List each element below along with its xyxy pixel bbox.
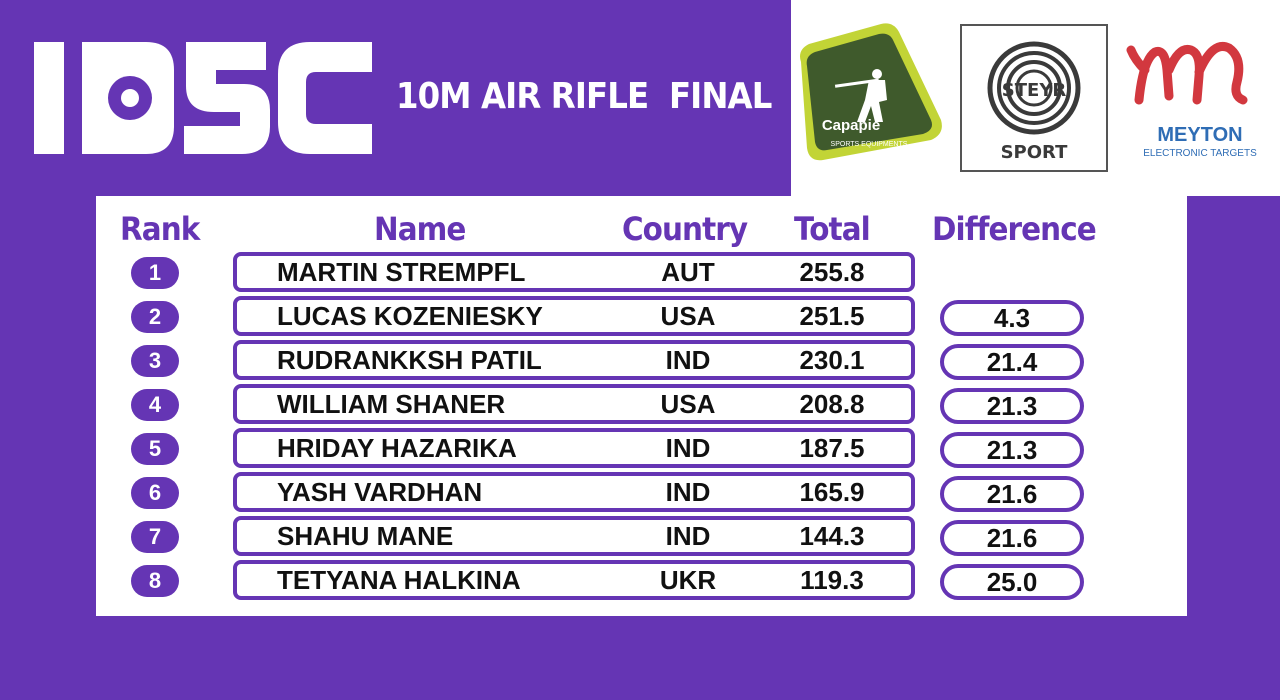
athlete-total: 208.8 xyxy=(799,389,865,419)
athlete-total: 230.1 xyxy=(799,345,865,375)
column-header-name: Name xyxy=(374,210,466,248)
athlete-name: MARTIN STREMPFL xyxy=(277,257,526,287)
iosc-logo xyxy=(34,42,372,154)
rank-badge: 1 xyxy=(131,257,179,289)
athlete-name: RUDRANKKSH PATIL xyxy=(277,345,542,375)
athlete-country: USA xyxy=(660,301,716,331)
athlete-total: 119.3 xyxy=(800,565,864,595)
athlete-total: 165.9 xyxy=(799,477,865,507)
column-header-total: Total xyxy=(794,210,871,248)
meyton-tagline: ELECTRONIC TARGETS xyxy=(1143,148,1257,159)
difference-badge: 21.4 xyxy=(940,344,1084,380)
capapie-name: Capapie xyxy=(822,117,880,134)
table-row: LUCAS KOZENIESKY USA 251.5 xyxy=(233,296,915,336)
athlete-country: AUT xyxy=(661,257,715,287)
difference-badge: 4.3 xyxy=(940,300,1084,336)
table-row: RUDRANKKSH PATIL IND 230.1 xyxy=(233,340,915,380)
athlete-country: IND xyxy=(665,345,711,375)
rank-badge: 2 xyxy=(131,301,179,333)
difference-badge: 25.0 xyxy=(940,564,1084,600)
meyton-logo: MEYTON ELECTRONIC TARGETS xyxy=(1125,30,1275,170)
athlete-total: 144.3 xyxy=(799,521,865,551)
capapie-logo: Capapie SPORTS EQUIPMENTS xyxy=(800,23,942,161)
rank-badge: 6 xyxy=(131,477,179,509)
rank-badge: 3 xyxy=(131,345,179,377)
athlete-name: WILLIAM SHANER xyxy=(277,389,506,419)
difference-badge: 21.6 xyxy=(940,476,1084,512)
rank-badge: 4 xyxy=(131,389,179,421)
meyton-m-icon xyxy=(1126,42,1248,105)
athlete-country: USA xyxy=(660,389,716,419)
athlete-name: YASH VARDHAN xyxy=(277,477,483,507)
meyton-name: MEYTON xyxy=(1157,124,1243,146)
table-row: YASH VARDHAN IND 165.9 xyxy=(233,472,915,512)
athlete-name: HRIDAY HAZARIKA xyxy=(277,433,517,463)
athlete-country: IND xyxy=(665,477,711,507)
athlete-country: IND xyxy=(665,433,711,463)
rank-badge: 7 xyxy=(131,521,179,553)
table-row: HRIDAY HAZARIKA IND 187.5 xyxy=(233,428,915,468)
athlete-total: 187.5 xyxy=(799,433,865,463)
athlete-total: 255.8 xyxy=(799,257,865,287)
column-header-difference: Difference xyxy=(932,210,1097,248)
steyr-mark: STEYR xyxy=(1002,80,1067,101)
event-title: 10M AIR RIFLE FINAL xyxy=(396,76,772,117)
athlete-country: UKR xyxy=(659,565,717,595)
difference-badge: 21.6 xyxy=(940,520,1084,556)
steyr-label: SPORT xyxy=(1001,142,1069,163)
rank-badge: 8 xyxy=(131,565,179,597)
steyr-sport-logo: STEYR SPORT xyxy=(960,24,1108,172)
athlete-country: IND xyxy=(665,521,711,551)
athlete-name: SHAHU MANE xyxy=(277,521,454,551)
capapie-tagline: SPORTS EQUIPMENTS xyxy=(831,141,908,148)
table-row: MARTIN STREMPFL AUT 255.8 xyxy=(233,252,915,292)
athlete-name: LUCAS KOZENIESKY xyxy=(277,301,543,331)
rank-badge: 5 xyxy=(131,433,179,465)
column-header-rank: Rank xyxy=(120,210,200,248)
difference-badge: 21.3 xyxy=(940,388,1084,424)
table-row: WILLIAM SHANER USA 208.8 xyxy=(233,384,915,424)
athlete-name: TETYANA HALKINA xyxy=(277,565,521,595)
table-row: TETYANA HALKINA UKR 119.3 xyxy=(233,560,915,600)
difference-badge: 21.3 xyxy=(940,432,1084,468)
athlete-total: 251.5 xyxy=(799,301,865,331)
column-header-country: Country xyxy=(622,210,748,248)
table-row: SHAHU MANE IND 144.3 xyxy=(233,516,915,556)
steyr-target-icon: STEYR SPORT xyxy=(987,41,1081,163)
